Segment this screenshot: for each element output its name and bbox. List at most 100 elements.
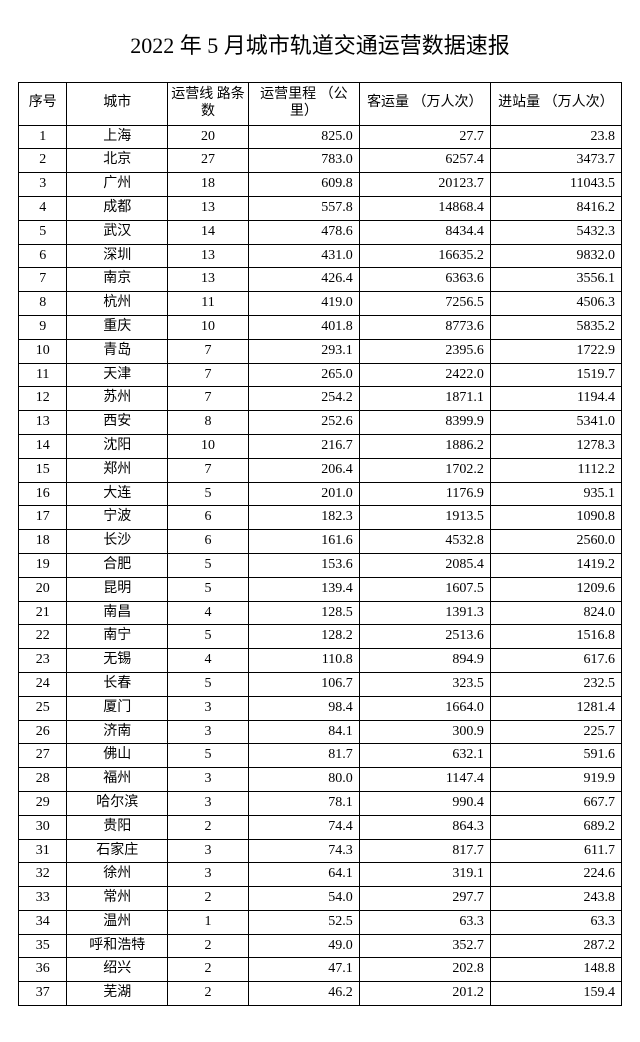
cell-km: 153.6	[248, 553, 359, 577]
cell-pax: 632.1	[359, 744, 490, 768]
cell-pax: 319.1	[359, 863, 490, 887]
cell-entry: 63.3	[490, 910, 621, 934]
cell-lines: 3	[168, 768, 249, 792]
table-row: 17宁波6182.31913.51090.8	[19, 506, 622, 530]
cell-lines: 13	[168, 244, 249, 268]
cell-entry: 225.7	[490, 720, 621, 744]
cell-pax: 6257.4	[359, 149, 490, 173]
cell-km: 783.0	[248, 149, 359, 173]
cell-lines: 4	[168, 649, 249, 673]
cell-city: 哈尔滨	[67, 791, 168, 815]
table-row: 6深圳13431.016635.29832.0	[19, 244, 622, 268]
col-header-city: 城市	[67, 83, 168, 126]
table-row: 31石家庄374.3817.7611.7	[19, 839, 622, 863]
cell-city: 石家庄	[67, 839, 168, 863]
cell-entry: 8416.2	[490, 196, 621, 220]
cell-lines: 3	[168, 791, 249, 815]
table-row: 12苏州7254.21871.11194.4	[19, 387, 622, 411]
cell-idx: 28	[19, 768, 67, 792]
cell-lines: 13	[168, 196, 249, 220]
table-row: 2北京27783.06257.43473.7	[19, 149, 622, 173]
cell-km: 478.6	[248, 220, 359, 244]
cell-city: 天津	[67, 363, 168, 387]
cell-lines: 3	[168, 839, 249, 863]
table-row: 19合肥5153.62085.41419.2	[19, 553, 622, 577]
cell-idx: 14	[19, 434, 67, 458]
cell-idx: 9	[19, 315, 67, 339]
cell-idx: 35	[19, 934, 67, 958]
cell-pax: 817.7	[359, 839, 490, 863]
cell-lines: 3	[168, 696, 249, 720]
table-row: 32徐州364.1319.1224.6	[19, 863, 622, 887]
cell-pax: 4532.8	[359, 530, 490, 554]
cell-km: 426.4	[248, 268, 359, 292]
cell-km: 216.7	[248, 434, 359, 458]
col-header-pax: 客运量 （万人次）	[359, 83, 490, 126]
cell-city: 西安	[67, 411, 168, 435]
cell-city: 上海	[67, 125, 168, 149]
cell-lines: 8	[168, 411, 249, 435]
cell-km: 98.4	[248, 696, 359, 720]
cell-idx: 3	[19, 173, 67, 197]
cell-idx: 4	[19, 196, 67, 220]
cell-city: 重庆	[67, 315, 168, 339]
cell-km: 128.5	[248, 601, 359, 625]
cell-pax: 7256.5	[359, 292, 490, 316]
cell-km: 139.4	[248, 577, 359, 601]
cell-lines: 7	[168, 387, 249, 411]
cell-pax: 990.4	[359, 791, 490, 815]
cell-lines: 7	[168, 458, 249, 482]
cell-km: 825.0	[248, 125, 359, 149]
table-row: 16大连5201.01176.9935.1	[19, 482, 622, 506]
cell-idx: 23	[19, 649, 67, 673]
cell-city: 济南	[67, 720, 168, 744]
cell-lines: 27	[168, 149, 249, 173]
cell-km: 254.2	[248, 387, 359, 411]
cell-city: 福州	[67, 768, 168, 792]
table-row: 26济南384.1300.9225.7	[19, 720, 622, 744]
cell-idx: 37	[19, 982, 67, 1006]
cell-km: 201.0	[248, 482, 359, 506]
cell-pax: 1176.9	[359, 482, 490, 506]
cell-lines: 5	[168, 577, 249, 601]
cell-km: 81.7	[248, 744, 359, 768]
cell-pax: 202.8	[359, 958, 490, 982]
cell-idx: 5	[19, 220, 67, 244]
cell-pax: 20123.7	[359, 173, 490, 197]
cell-idx: 1	[19, 125, 67, 149]
cell-idx: 19	[19, 553, 67, 577]
cell-idx: 7	[19, 268, 67, 292]
table-row: 8杭州11419.07256.54506.3	[19, 292, 622, 316]
cell-pax: 300.9	[359, 720, 490, 744]
cell-entry: 148.8	[490, 958, 621, 982]
cell-city: 芜湖	[67, 982, 168, 1006]
cell-pax: 63.3	[359, 910, 490, 934]
cell-km: 557.8	[248, 196, 359, 220]
cell-city: 杭州	[67, 292, 168, 316]
cell-pax: 323.5	[359, 672, 490, 696]
cell-km: 265.0	[248, 363, 359, 387]
col-header-idx: 序号	[19, 83, 67, 126]
cell-km: 64.1	[248, 863, 359, 887]
cell-lines: 2	[168, 958, 249, 982]
table-row: 10青岛7293.12395.61722.9	[19, 339, 622, 363]
cell-lines: 5	[168, 625, 249, 649]
cell-city: 温州	[67, 910, 168, 934]
cell-entry: 3556.1	[490, 268, 621, 292]
table-row: 27佛山581.7632.1591.6	[19, 744, 622, 768]
cell-km: 74.4	[248, 815, 359, 839]
cell-idx: 15	[19, 458, 67, 482]
cell-pax: 352.7	[359, 934, 490, 958]
cell-pax: 2422.0	[359, 363, 490, 387]
page-title: 2022 年 5 月城市轨道交通运营数据速报	[18, 28, 622, 60]
cell-idx: 27	[19, 744, 67, 768]
data-table: 序号 城市 运营线 路条数 运营里程 （公里） 客运量 （万人次） 进站量 （万…	[18, 82, 622, 1006]
cell-lines: 13	[168, 268, 249, 292]
cell-pax: 1147.4	[359, 768, 490, 792]
cell-idx: 11	[19, 363, 67, 387]
cell-city: 常州	[67, 887, 168, 911]
cell-lines: 2	[168, 887, 249, 911]
cell-idx: 24	[19, 672, 67, 696]
cell-lines: 5	[168, 744, 249, 768]
cell-idx: 30	[19, 815, 67, 839]
